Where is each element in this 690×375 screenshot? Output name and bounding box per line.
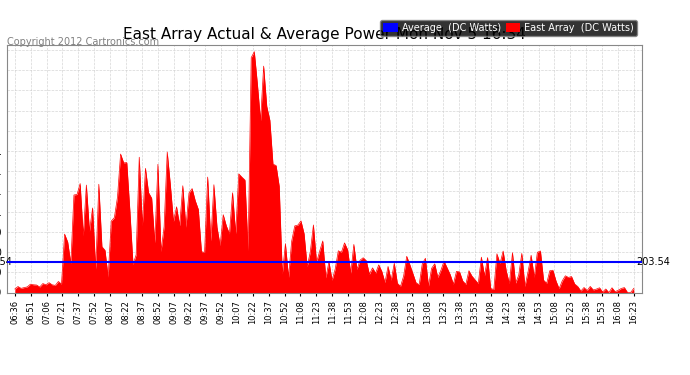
Title: East Array Actual & Average Power Mon Nov 5 16:34: East Array Actual & Average Power Mon No… bbox=[123, 27, 526, 42]
Text: 203.54: 203.54 bbox=[0, 257, 12, 267]
Legend: Average  (DC Watts), East Array  (DC Watts): Average (DC Watts), East Array (DC Watts… bbox=[380, 20, 637, 36]
Text: Copyright 2012 Cartronics.com: Copyright 2012 Cartronics.com bbox=[7, 37, 159, 47]
Text: 203.54: 203.54 bbox=[637, 257, 671, 267]
